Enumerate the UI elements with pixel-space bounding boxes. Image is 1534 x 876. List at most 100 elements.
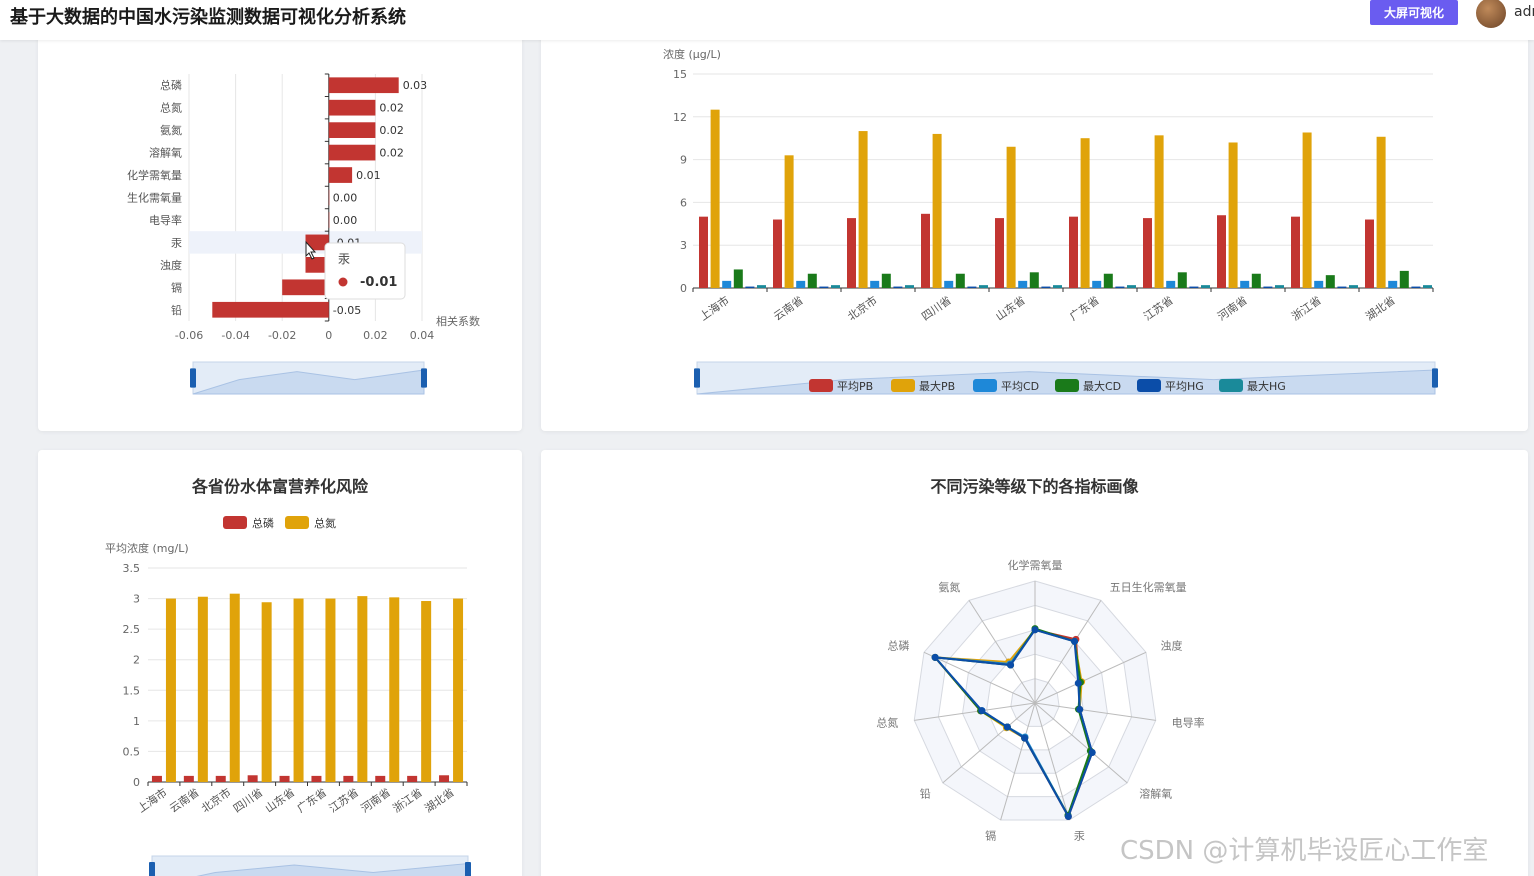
bar — [1217, 215, 1226, 288]
radar-indicator-label: 铅 — [920, 786, 931, 800]
x-category-label: 山东省 — [263, 786, 297, 816]
y-category-label: 镉 — [171, 280, 182, 294]
bar — [328, 212, 330, 228]
heavy-metal-card: 浓度 (μg/L) 0 3 6 9 12 15 上海市 云南省 北京市 四川省 山东省 广东省 江苏省 河南… — [541, 30, 1528, 431]
heavy-metal-chart[interactable]: 浓度 (μg/L) 0 3 6 9 12 15 上海市 云南省 北京市 四川省 山东省 广东省 江苏省 河南… — [541, 30, 1528, 431]
radar-indicator-label: 汞 — [1074, 829, 1085, 842]
x-category-label: 河南省 — [1215, 294, 1249, 324]
big-screen-button[interactable]: 大屏可视化 — [1370, 0, 1458, 25]
radar-indicator-label: 总氮 — [876, 716, 898, 730]
bar — [282, 279, 329, 296]
y-category-label: 浊度 — [160, 258, 182, 272]
radar-axis — [968, 600, 1036, 704]
y-tick-label: 3.5 — [123, 562, 141, 575]
zoom-handle-right[interactable] — [421, 368, 427, 388]
bar — [325, 598, 336, 782]
y-tick-label: 2 — [133, 654, 140, 667]
x-category-label: 浙江省 — [390, 786, 424, 816]
avatar[interactable] — [1476, 0, 1506, 28]
bar — [796, 280, 806, 288]
bar-value-label: 0.03 — [403, 79, 428, 92]
bar — [967, 286, 977, 288]
x-category-label: 广东省 — [1067, 294, 1101, 324]
bar — [439, 775, 450, 782]
legend-swatch — [285, 516, 309, 529]
y-category-label: 总氮 — [160, 101, 182, 115]
legend-label[interactable]: 最大PB — [919, 379, 955, 393]
bar — [1177, 272, 1187, 288]
radar-point — [1064, 813, 1072, 821]
correlation-card: -0.06 -0.04 -0.02 0 0.02 0.04 总磷 0.03 总氮 0.02 氨氮 0.… — [38, 30, 522, 431]
y-category-label: 总磷 — [160, 78, 182, 92]
zoom-handle-right[interactable] — [465, 862, 471, 876]
correlation-chart[interactable]: -0.06 -0.04 -0.02 0 0.02 0.04 总磷 0.03 总氮 0.02 氨氮 0.… — [38, 30, 522, 431]
bar — [1115, 286, 1125, 288]
bar — [710, 109, 720, 289]
bar-value-label: 0.02 — [379, 147, 404, 160]
legend-label[interactable]: 最大HG — [1247, 379, 1286, 393]
bar — [831, 285, 840, 288]
legend-label[interactable]: 平均HG — [1165, 380, 1204, 393]
zoom-handle-right[interactable] — [1432, 368, 1438, 388]
bar — [870, 280, 880, 288]
zoom-slider-preview — [192, 369, 425, 395]
bar — [212, 301, 329, 318]
legend-swatch — [891, 379, 915, 392]
radar-card: 不同污染等级下的各指标画像 化学需氧量 五日生化需氧量 浊度 电导率 溶解氧汞 镉 铅 总氮 总… — [541, 450, 1528, 876]
zoom-handle-left[interactable] — [190, 368, 196, 388]
legend-label[interactable]: 平均PB — [837, 380, 873, 393]
y-axis-label: 平均浓度 (mg/L) — [105, 541, 189, 555]
zoom-handle-left[interactable] — [149, 862, 155, 876]
bar — [328, 99, 376, 116]
bar — [1314, 280, 1324, 288]
radar-point — [1088, 749, 1096, 757]
radar-point — [931, 653, 939, 661]
x-category-label: 云南省 — [167, 786, 201, 816]
bar — [995, 218, 1004, 288]
legend-label[interactable]: 总磷 — [252, 516, 274, 530]
legend-swatch — [973, 379, 997, 392]
bar — [305, 234, 329, 251]
bar — [819, 286, 829, 288]
x-category-label: 湖北省 — [1363, 294, 1397, 324]
bar — [1127, 285, 1136, 288]
radar-indicator-label: 总磷 — [887, 639, 909, 653]
bar — [215, 775, 226, 782]
bar — [247, 775, 258, 782]
bar — [328, 167, 353, 183]
bar-value-label: 0.01 — [356, 169, 381, 182]
bar — [893, 286, 903, 288]
tooltip-title: 汞 — [338, 252, 350, 266]
cursor-icon — [305, 240, 317, 260]
x-category-label: 河南省 — [358, 786, 392, 816]
bar — [375, 775, 386, 782]
legend-label[interactable]: 总氮 — [314, 516, 336, 530]
x-tick-label: 0.02 — [363, 329, 388, 342]
bar — [1325, 275, 1335, 288]
legend-label[interactable]: 平均CD — [1001, 380, 1039, 393]
bar — [421, 601, 432, 782]
bar — [357, 596, 368, 782]
bar — [1143, 218, 1152, 288]
bar — [1275, 285, 1284, 288]
bar — [699, 216, 708, 288]
legend-label[interactable]: 最大CD — [1083, 379, 1121, 393]
bar — [1291, 216, 1300, 288]
bar — [1302, 132, 1312, 288]
bar — [261, 602, 272, 782]
bar — [921, 213, 930, 288]
zoom-handle-left[interactable] — [694, 368, 700, 388]
bar — [733, 269, 743, 288]
bar — [229, 593, 240, 782]
x-tick-label: 0.04 — [410, 329, 435, 342]
x-tick-label: -0.04 — [221, 329, 249, 342]
x-category-label: 广东省 — [295, 786, 329, 816]
x-tick-label: -0.02 — [268, 329, 296, 342]
bar — [1228, 142, 1238, 288]
bar — [722, 280, 732, 288]
username[interactable]: admin — [1514, 4, 1534, 20]
bar — [293, 598, 304, 782]
bar — [328, 144, 376, 161]
